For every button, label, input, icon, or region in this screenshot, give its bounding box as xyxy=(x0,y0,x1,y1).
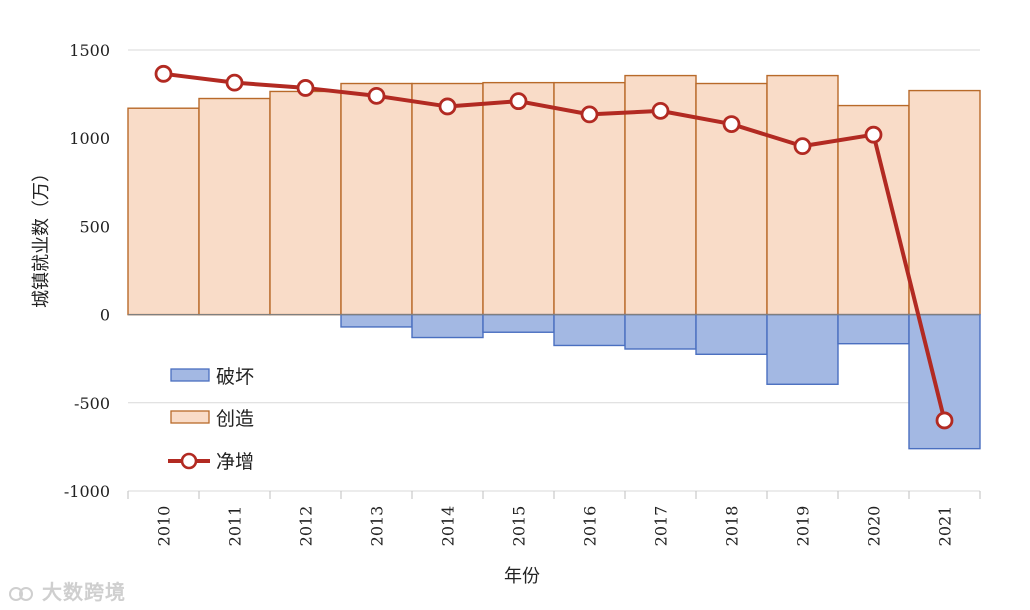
watermark-text: 大数跨境 xyxy=(41,580,126,604)
x-tick-label: 2013 xyxy=(368,506,387,547)
x-tick-label: 2014 xyxy=(439,506,458,547)
y-tick-label: 500 xyxy=(79,217,110,236)
create-bar-2021 xyxy=(908,89,981,316)
x-tick-label: 2015 xyxy=(510,506,529,547)
net-line xyxy=(154,64,954,430)
x-axis: 2010 2011 2012 2013 2014 2015 2016 2017 2018 2019… xyxy=(127,314,981,547)
create-bar-2015 xyxy=(482,81,555,316)
legend-label-create: 创造 xyxy=(216,408,254,430)
destroy-bar-2019 xyxy=(766,313,839,385)
y-axis: 1500 1000 500 0 -500 -1000 xyxy=(64,41,110,501)
legend-label-destroy: 破坏 xyxy=(216,366,254,388)
x-tick-label: 2017 xyxy=(652,506,671,547)
watermark-logo-icon xyxy=(9,586,33,601)
net-point-2016 xyxy=(580,105,599,124)
y-tick-label: -1000 xyxy=(64,482,110,501)
bars xyxy=(127,74,981,450)
net-point-2019 xyxy=(793,137,812,156)
legend-label-net: 净增 xyxy=(216,451,254,473)
y-axis-title: 城镇就业数（万） xyxy=(31,164,52,308)
net-point-2021 xyxy=(935,411,954,430)
net-point-2018 xyxy=(722,115,741,133)
x-tick-label: 2021 xyxy=(936,506,955,547)
net-point-2015 xyxy=(509,92,528,111)
x-axis-title: 年份 xyxy=(504,566,540,587)
y-tick-label: -500 xyxy=(74,394,110,413)
create-bar-2012 xyxy=(269,90,342,316)
net-series-line xyxy=(163,71,947,421)
create-bar-2014 xyxy=(411,82,484,316)
destroy-bar-2015 xyxy=(482,313,555,333)
destroy-bar-2013 xyxy=(340,313,413,328)
legend-swatch-destroy xyxy=(170,368,210,382)
net-point-2013 xyxy=(367,86,386,105)
watermark: 大数跨境 xyxy=(8,576,126,605)
y-tick-label: 1500 xyxy=(69,41,110,60)
net-point-2014 xyxy=(438,97,457,116)
create-bar-2011 xyxy=(198,97,271,316)
x-tick-label: 2019 xyxy=(794,506,813,547)
x-tick-label: 2020 xyxy=(865,506,884,547)
y-tick-label: 1000 xyxy=(69,129,110,148)
destroy-bar-2016 xyxy=(553,313,626,347)
legend: 破坏 创造 净增 xyxy=(168,366,254,473)
x-tick-label: 2016 xyxy=(581,506,600,547)
destroy-bar-2020 xyxy=(837,313,910,345)
x-tick-label: 2012 xyxy=(297,506,316,547)
net-point-2012 xyxy=(296,79,315,97)
net-point-2020 xyxy=(864,125,883,144)
y-tick-label: 0 xyxy=(100,306,110,325)
destroy-bar-2017 xyxy=(624,313,697,350)
x-tick-label: 2010 xyxy=(155,506,174,547)
legend-swatch-create xyxy=(170,410,210,424)
net-point-2011 xyxy=(225,73,244,92)
create-bar-2013 xyxy=(340,82,413,316)
x-tick-label: 2018 xyxy=(723,506,742,547)
destroy-bar-2018 xyxy=(695,313,768,355)
create-bar-2019 xyxy=(766,74,839,316)
x-tick-label: 2011 xyxy=(226,506,245,547)
destroy-bar-2014 xyxy=(411,313,484,339)
net-point-2010 xyxy=(154,64,173,83)
legend-swatch-net-marker xyxy=(180,452,198,470)
create-bar-2010 xyxy=(127,107,200,316)
net-point-2017 xyxy=(651,101,670,120)
